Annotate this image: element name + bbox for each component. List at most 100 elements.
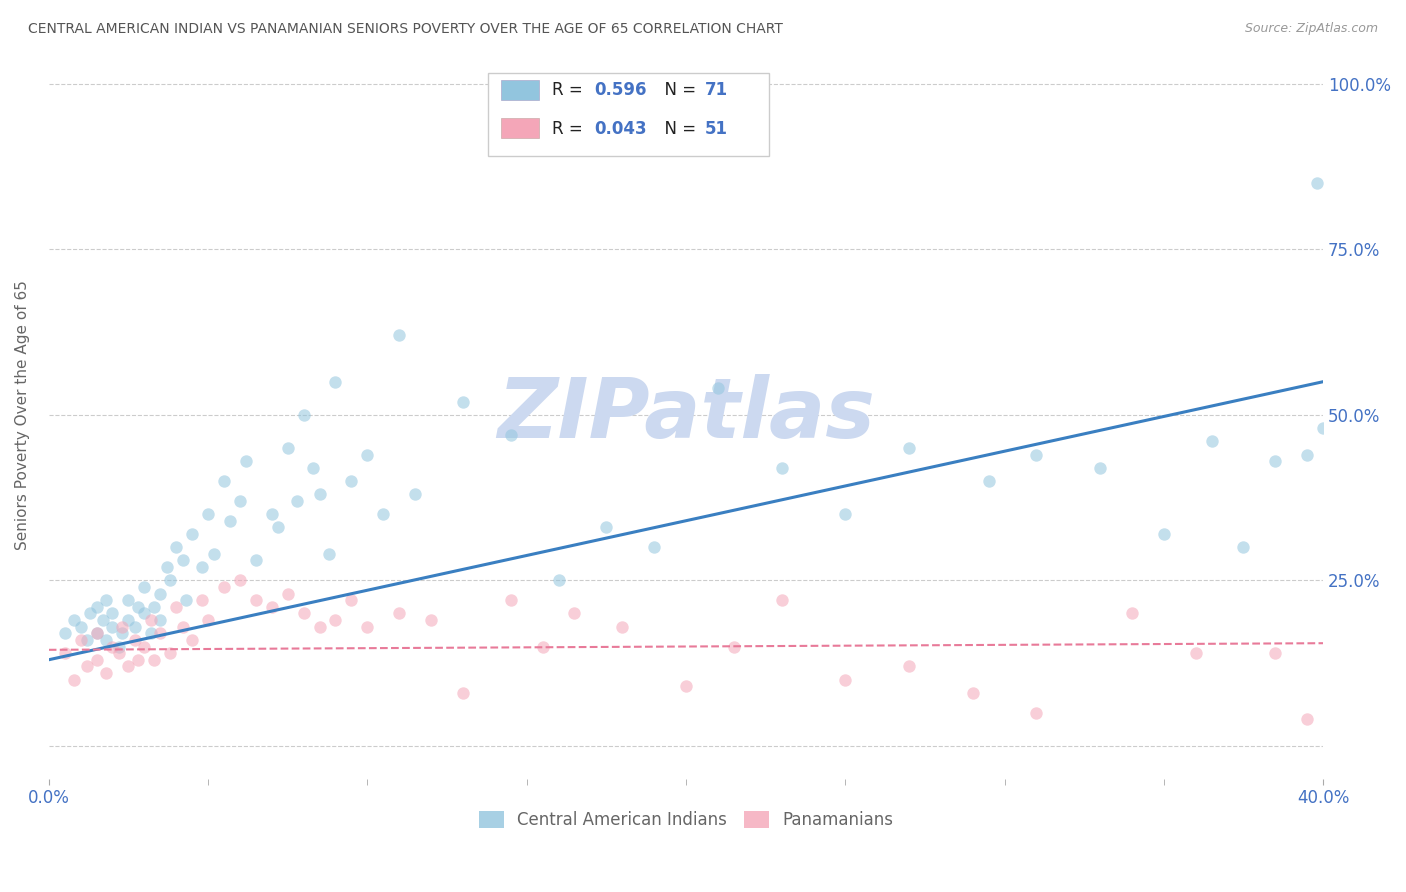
- Point: [159, 574, 181, 588]
- Text: 71: 71: [704, 81, 728, 99]
- Legend: Central American Indians, Panamanians: Central American Indians, Panamanians: [472, 805, 900, 836]
- Point: [292, 408, 315, 422]
- Text: ZIPatlas: ZIPatlas: [496, 375, 875, 455]
- Point: [101, 620, 124, 634]
- Point: [1025, 448, 1047, 462]
- Point: [1232, 540, 1254, 554]
- Point: [1264, 454, 1286, 468]
- Point: [94, 632, 117, 647]
- Y-axis label: Seniors Poverty Over the Age of 65: Seniors Poverty Over the Age of 65: [15, 280, 30, 549]
- Point: [897, 659, 920, 673]
- Point: [1201, 434, 1223, 449]
- Point: [547, 574, 569, 588]
- Point: [1296, 448, 1319, 462]
- Point: [94, 665, 117, 680]
- Point: [86, 599, 108, 614]
- Point: [612, 620, 634, 634]
- Text: R =: R =: [553, 81, 588, 99]
- Point: [69, 620, 91, 634]
- Point: [197, 613, 219, 627]
- Point: [117, 593, 139, 607]
- Point: [260, 507, 283, 521]
- Point: [229, 574, 252, 588]
- Point: [675, 679, 697, 693]
- Text: 51: 51: [704, 120, 728, 137]
- Point: [388, 607, 411, 621]
- Point: [53, 626, 76, 640]
- Point: [292, 607, 315, 621]
- Point: [86, 626, 108, 640]
- Text: 0.596: 0.596: [595, 81, 647, 99]
- Point: [63, 613, 86, 627]
- Point: [174, 593, 197, 607]
- Point: [124, 632, 146, 647]
- Point: [124, 620, 146, 634]
- Point: [165, 599, 187, 614]
- Point: [643, 540, 665, 554]
- Point: [219, 514, 242, 528]
- Point: [318, 547, 340, 561]
- Point: [117, 659, 139, 673]
- Point: [204, 547, 226, 561]
- Point: [770, 593, 793, 607]
- Point: [373, 507, 395, 521]
- Point: [977, 474, 1000, 488]
- Text: 0.043: 0.043: [595, 120, 647, 137]
- Point: [1088, 460, 1111, 475]
- Point: [139, 626, 162, 640]
- Point: [149, 586, 172, 600]
- Point: [165, 540, 187, 554]
- Point: [108, 646, 131, 660]
- Point: [127, 653, 149, 667]
- Point: [111, 626, 134, 640]
- Point: [127, 599, 149, 614]
- Point: [260, 599, 283, 614]
- FancyBboxPatch shape: [501, 79, 540, 100]
- FancyBboxPatch shape: [501, 118, 540, 138]
- Text: Source: ZipAtlas.com: Source: ZipAtlas.com: [1244, 22, 1378, 36]
- Point: [1121, 607, 1143, 621]
- Point: [499, 593, 522, 607]
- Point: [229, 494, 252, 508]
- Point: [86, 626, 108, 640]
- Point: [531, 640, 554, 654]
- Point: [302, 460, 325, 475]
- Point: [108, 640, 131, 654]
- Point: [308, 620, 330, 634]
- Point: [172, 620, 194, 634]
- Point: [1264, 646, 1286, 660]
- Point: [134, 640, 156, 654]
- Point: [79, 607, 101, 621]
- Point: [308, 487, 330, 501]
- Text: N =: N =: [654, 120, 702, 137]
- Point: [723, 640, 745, 654]
- Text: CENTRAL AMERICAN INDIAN VS PANAMANIAN SENIORS POVERTY OVER THE AGE OF 65 CORRELA: CENTRAL AMERICAN INDIAN VS PANAMANIAN SE…: [28, 22, 783, 37]
- Point: [564, 607, 586, 621]
- Point: [86, 653, 108, 667]
- Point: [897, 441, 920, 455]
- Point: [94, 593, 117, 607]
- Point: [420, 613, 443, 627]
- Point: [277, 586, 299, 600]
- Point: [117, 613, 139, 627]
- Point: [834, 507, 856, 521]
- Point: [356, 620, 378, 634]
- Point: [156, 560, 179, 574]
- Point: [190, 593, 212, 607]
- Point: [142, 653, 165, 667]
- Point: [101, 640, 124, 654]
- Point: [451, 394, 474, 409]
- Point: [1312, 421, 1334, 435]
- Point: [770, 460, 793, 475]
- Point: [149, 613, 172, 627]
- Point: [834, 673, 856, 687]
- Point: [1184, 646, 1206, 660]
- Point: [245, 553, 267, 567]
- Point: [404, 487, 426, 501]
- Point: [76, 632, 98, 647]
- Point: [235, 454, 257, 468]
- Point: [76, 659, 98, 673]
- Point: [267, 520, 290, 534]
- Point: [159, 646, 181, 660]
- Point: [285, 494, 308, 508]
